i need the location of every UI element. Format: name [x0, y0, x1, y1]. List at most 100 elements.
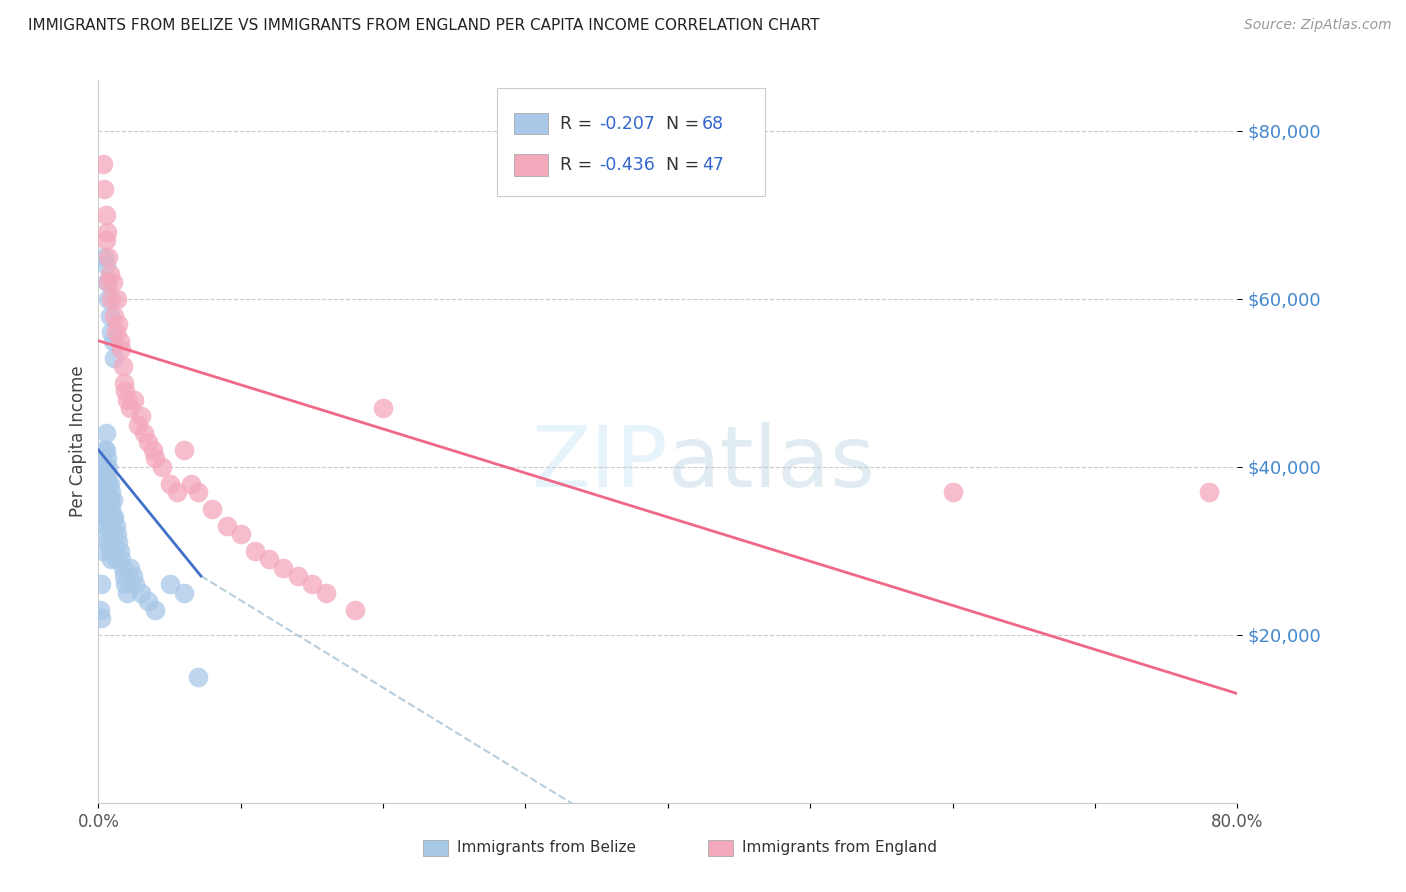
Point [127, 417, 149, 432]
Point [112, 376, 135, 390]
Point [96, 468, 118, 483]
Point [1198, 485, 1220, 500]
Point [97, 535, 120, 549]
Text: R =: R = [560, 115, 598, 133]
Text: IMMIGRANTS FROM BELIZE VS IMMIGRANTS FROM ENGLAND PER CAPITA INCOME CORRELATION : IMMIGRANTS FROM BELIZE VS IMMIGRANTS FRO… [28, 18, 820, 33]
Point [103, 510, 125, 524]
Point [103, 309, 125, 323]
Text: N =: N = [665, 115, 704, 133]
Point [100, 292, 122, 306]
Point [112, 569, 135, 583]
Text: atlas: atlas [668, 422, 876, 505]
Point [93, 510, 115, 524]
Point [373, 401, 395, 415]
Point [100, 552, 122, 566]
Point [94, 518, 117, 533]
Point [91, 493, 114, 508]
Point [97, 275, 120, 289]
Point [101, 510, 124, 524]
Point [96, 485, 118, 500]
Text: R =: R = [560, 156, 598, 174]
Point [91, 510, 114, 524]
Point [121, 569, 143, 583]
Point [136, 434, 159, 449]
Point [94, 442, 117, 457]
Point [152, 459, 174, 474]
Point [98, 267, 121, 281]
Text: -0.436: -0.436 [599, 156, 655, 174]
Point [108, 334, 131, 348]
Point [118, 401, 141, 415]
Point [315, 586, 337, 600]
Point [145, 602, 167, 616]
Point [107, 535, 129, 549]
Point [93, 493, 115, 508]
Point [90, 577, 112, 591]
Point [89, 602, 111, 616]
Point [229, 527, 252, 541]
Point [104, 552, 127, 566]
FancyBboxPatch shape [707, 839, 733, 855]
Point [101, 527, 124, 541]
Point [100, 518, 122, 533]
Point [124, 577, 146, 591]
Point [343, 602, 366, 616]
Point [91, 476, 114, 491]
Point [96, 225, 118, 239]
Point [129, 586, 152, 600]
Text: Source: ZipAtlas.com: Source: ZipAtlas.com [1244, 18, 1392, 32]
Point [97, 459, 120, 474]
Point [132, 426, 155, 441]
Point [100, 326, 122, 340]
Point [166, 485, 188, 500]
Point [96, 275, 118, 289]
Point [96, 451, 118, 466]
Point [93, 182, 115, 196]
Point [96, 527, 118, 541]
Text: ZIP: ZIP [531, 422, 668, 505]
Text: 47: 47 [702, 156, 724, 174]
Text: Immigrants from Belize: Immigrants from Belize [457, 840, 636, 855]
Point [98, 476, 121, 491]
Point [101, 334, 124, 348]
Point [173, 442, 195, 457]
Point [259, 552, 281, 566]
Point [94, 476, 117, 491]
Point [145, 451, 167, 466]
Text: N =: N = [665, 156, 704, 174]
Point [141, 442, 163, 457]
Y-axis label: Per Capita Income: Per Capita Income [69, 366, 87, 517]
Point [129, 409, 152, 424]
Point [103, 543, 125, 558]
Point [287, 569, 309, 583]
Point [94, 459, 117, 474]
Point [90, 611, 112, 625]
Point [94, 493, 117, 508]
FancyBboxPatch shape [515, 154, 548, 176]
Point [93, 459, 115, 474]
Point [105, 527, 128, 541]
Point [94, 426, 117, 441]
FancyBboxPatch shape [423, 839, 449, 855]
Point [98, 510, 121, 524]
Point [96, 501, 118, 516]
Point [91, 543, 114, 558]
Point [180, 476, 202, 491]
Point [111, 560, 134, 574]
Point [97, 292, 120, 306]
Point [243, 543, 266, 558]
Point [110, 552, 132, 566]
Text: 68: 68 [702, 115, 724, 133]
Point [136, 594, 159, 608]
Point [107, 317, 129, 331]
Point [159, 577, 181, 591]
Point [215, 518, 238, 533]
Point [187, 485, 209, 500]
Point [187, 670, 209, 684]
Point [93, 476, 115, 491]
Point [100, 485, 122, 500]
Point [101, 275, 124, 289]
Point [94, 258, 117, 272]
Point [91, 157, 114, 171]
Point [97, 476, 120, 491]
